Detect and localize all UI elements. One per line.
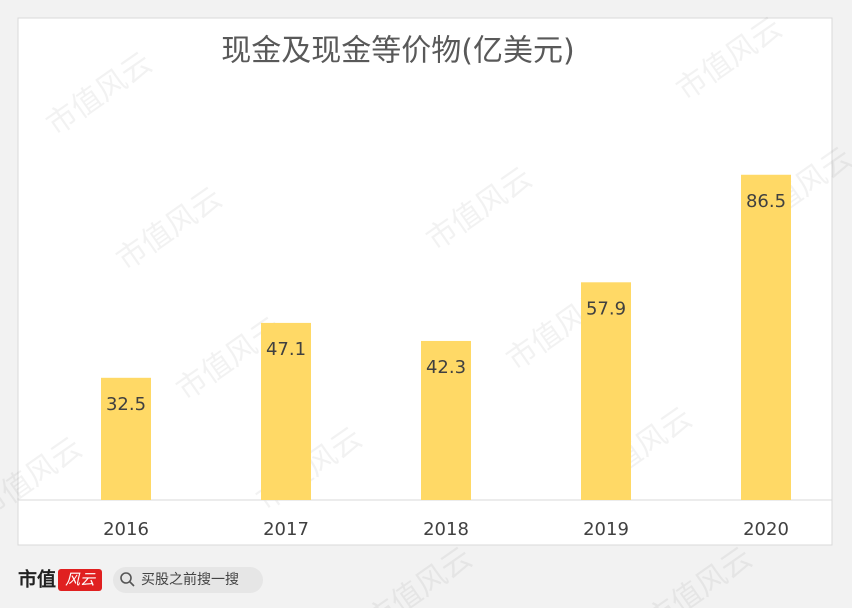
search-icon <box>120 572 132 584</box>
bar <box>101 377 151 500</box>
x-tick-label: 2018 <box>423 519 469 540</box>
bar <box>741 174 791 500</box>
data-label: 47.1 <box>266 339 306 360</box>
bar <box>421 340 471 500</box>
footer-brand-badge: 风云 <box>65 571 96 589</box>
data-label: 32.5 <box>106 394 146 415</box>
x-tick-label: 2016 <box>103 519 149 540</box>
x-tick-label: 2020 <box>743 519 789 540</box>
search-icon-handle <box>129 581 135 587</box>
data-label: 57.9 <box>586 298 626 319</box>
search-box[interactable] <box>113 567 263 593</box>
data-label: 42.3 <box>426 357 466 378</box>
search-placeholder[interactable]: 买股之前搜一搜 <box>141 571 239 588</box>
bar <box>261 322 311 500</box>
data-label: 86.5 <box>746 191 786 212</box>
chart-title: 现金及现金等价物(亿美元) <box>221 34 574 69</box>
watermark: 市值风云 <box>640 540 758 608</box>
brand-badge-bg <box>58 569 102 591</box>
footer-brand: 市值 <box>18 568 56 591</box>
watermark: 市值风云 <box>360 540 478 608</box>
x-tick-label: 2019 <box>583 519 629 540</box>
x-tick-label: 2017 <box>263 519 309 540</box>
bar <box>581 282 631 500</box>
